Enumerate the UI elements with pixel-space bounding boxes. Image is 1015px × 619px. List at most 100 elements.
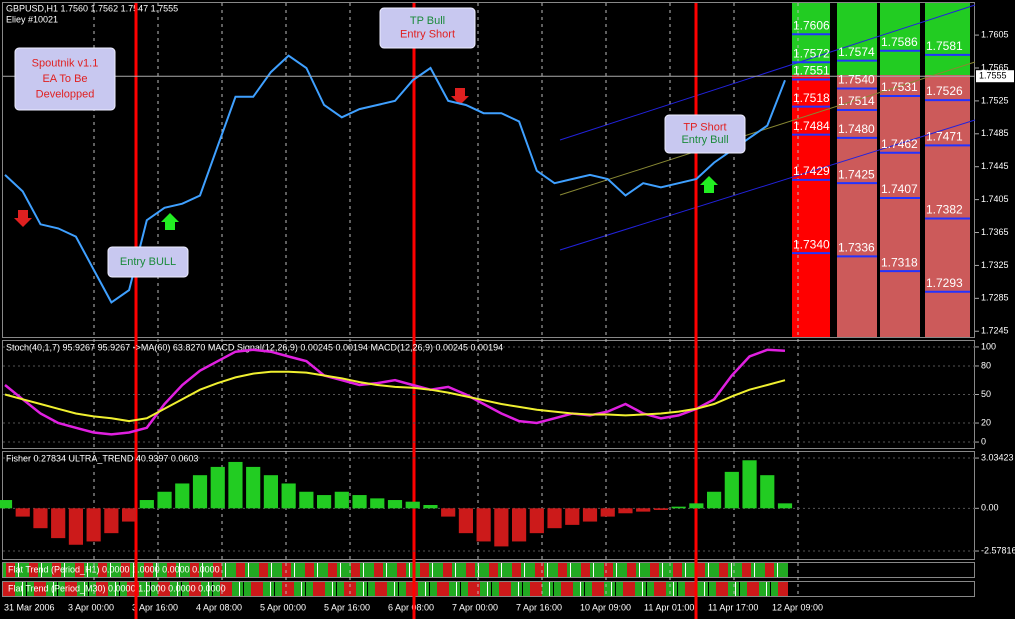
histogram-bar xyxy=(281,483,296,509)
time-label: 31 Mar 2006 xyxy=(4,602,55,612)
level-column xyxy=(837,75,877,337)
y-tick-label: 3.03423 xyxy=(981,452,1014,462)
sell-arrow xyxy=(451,88,469,105)
level-label: 1.7429 xyxy=(793,164,830,178)
current-price-label: 1.7555 xyxy=(979,71,1007,81)
histogram-bar xyxy=(547,508,562,529)
histogram-bar xyxy=(707,491,722,509)
y-tick-label: 1.7365 xyxy=(981,227,1009,237)
histogram-bar xyxy=(458,508,473,534)
histogram-bar xyxy=(157,491,172,509)
y-tick-label: 100 xyxy=(981,341,996,351)
histogram-bar xyxy=(494,508,509,547)
flat-m30-stripes xyxy=(3,582,788,596)
level-column-top xyxy=(880,3,920,75)
time-label: 3 Apr 16:00 xyxy=(132,602,178,612)
y-tick-label: 20 xyxy=(981,417,991,427)
level-label: 1.7514 xyxy=(838,94,875,108)
histogram-bar xyxy=(299,491,314,509)
time-label: 11 Apr 01:00 xyxy=(644,602,694,612)
header-account: Eliey #10021 xyxy=(6,14,58,24)
histogram-bar xyxy=(476,508,491,542)
level-label: 1.7462 xyxy=(881,137,918,151)
histogram-bar xyxy=(387,500,403,509)
level-label: 1.7581 xyxy=(926,39,963,53)
histogram-bar xyxy=(192,475,208,509)
y-tick-label: 1.7565 xyxy=(981,62,1009,72)
level-label: 1.7318 xyxy=(881,255,918,269)
level-label: 1.7540 xyxy=(838,73,875,87)
level-label: 1.7484 xyxy=(793,119,830,133)
histogram-bar xyxy=(263,475,278,509)
series-line xyxy=(4,370,786,423)
annotation-text: Developped xyxy=(36,88,95,100)
histogram-bar xyxy=(122,508,137,522)
annotation-text: TP Short xyxy=(683,122,726,134)
time-label: 4 Apr 08:00 xyxy=(196,602,242,612)
time-label: 10 Apr 09:00 xyxy=(580,602,631,612)
level-label: 1.7551 xyxy=(793,64,830,78)
level-label: 1.7531 xyxy=(881,80,918,94)
histogram-bar xyxy=(370,498,385,509)
time-label: 11 Apr 17:00 xyxy=(708,602,758,612)
y-tick-label: 1.7445 xyxy=(981,161,1009,171)
time-label: 7 Apr 16:00 xyxy=(516,602,562,612)
annotation-box xyxy=(14,47,116,111)
y-tick-label: 1.7245 xyxy=(981,326,1009,336)
histogram-bar xyxy=(423,505,438,509)
level-label: 1.7518 xyxy=(793,91,830,105)
annotation-text: EA To Be xyxy=(42,73,87,85)
level-label: 1.7480 xyxy=(838,122,875,136)
histogram-bar xyxy=(352,495,367,509)
histogram-bar xyxy=(175,483,190,509)
histogram-bar xyxy=(0,500,13,509)
histogram-bar xyxy=(210,466,225,509)
histogram-bar xyxy=(512,508,527,542)
histogram-bar xyxy=(246,466,261,509)
annotation-text: Entry BULL xyxy=(120,256,176,268)
y-tick-label: 1.7525 xyxy=(981,95,1009,105)
panel-title: Stoch(40,1,7) 95.9267 95.9267 ->MA(60) 6… xyxy=(6,342,503,352)
annotation-text: Spoutnik v1.1 xyxy=(32,57,99,69)
level-label: 1.7606 xyxy=(793,18,830,32)
channel-line xyxy=(559,119,976,251)
annotation: TP Bull Entry Short xyxy=(379,7,476,49)
level-column xyxy=(925,75,970,337)
histogram-bar xyxy=(636,508,651,512)
histogram-bar xyxy=(777,503,793,509)
flat-m30-frame xyxy=(2,581,975,597)
histogram-bar xyxy=(582,508,598,522)
y-tick-label: 80 xyxy=(981,360,991,370)
annotation-box xyxy=(379,7,476,49)
histogram-bar xyxy=(441,508,456,517)
level-column xyxy=(880,75,920,337)
main-frame xyxy=(2,2,975,338)
flat-h1-stripes xyxy=(3,563,788,577)
y-tick-label: 1.7485 xyxy=(981,128,1009,138)
annotation: Spoutnik v1.1 EA To Be Developped xyxy=(14,47,116,111)
histogram-bar xyxy=(689,503,704,509)
histogram-bar xyxy=(742,460,757,509)
time-label: 5 Apr 00:00 xyxy=(260,602,306,612)
annotation-text: Entry Short xyxy=(400,29,455,41)
level-label: 1.7425 xyxy=(838,167,875,181)
histogram-bar xyxy=(565,508,580,525)
histogram-bar xyxy=(405,501,420,509)
histogram-bar xyxy=(104,508,119,534)
time-label: 3 Apr 00:00 xyxy=(68,602,114,612)
buy-arrow xyxy=(161,213,179,230)
panel-title: Fisher 0.27834 ULTRA_TREND 40.9397 0.060… xyxy=(6,453,198,463)
annotation-box xyxy=(664,114,746,154)
y-tick-label: 1.7285 xyxy=(981,293,1009,303)
histogram-bar xyxy=(68,508,83,545)
histogram-bar xyxy=(15,508,30,517)
level-label: 1.7340 xyxy=(793,237,830,251)
flat-h1-frame xyxy=(2,562,975,578)
buy-arrow xyxy=(700,176,718,193)
level-label: 1.7526 xyxy=(926,84,963,98)
y-tick-label: 1.7605 xyxy=(981,29,1009,39)
y-tick-label: 50 xyxy=(981,389,991,399)
histogram-bar xyxy=(600,508,615,517)
